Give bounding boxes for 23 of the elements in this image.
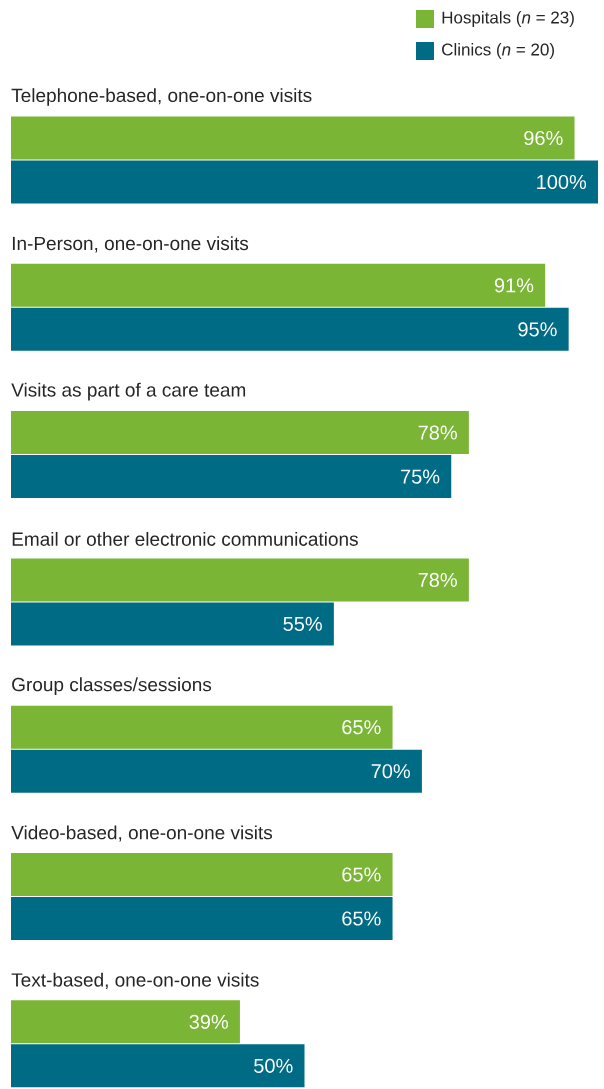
legend-label: Hospitals (n = 23) xyxy=(442,11,574,27)
data-label: 70% xyxy=(371,764,410,779)
data-label: 95% xyxy=(518,322,557,337)
data-label: 75% xyxy=(401,469,440,484)
data-label: 39% xyxy=(189,1014,229,1029)
legend-label: Clinics (n = 20) xyxy=(442,43,554,59)
data-label: 55% xyxy=(283,616,322,631)
y-tick-label: Telephone-based, one-on-one visits xyxy=(11,88,312,106)
y-tick-label: In-Person, one-on-one visits xyxy=(12,236,249,253)
data-label: 91% xyxy=(494,278,534,293)
data-label: 65% xyxy=(342,867,381,882)
data-label: 78% xyxy=(418,425,457,440)
y-tick-label: Text-based, one-on-one visits xyxy=(11,972,259,989)
y-tick-label: Group classes/sessions xyxy=(12,677,212,696)
y-tick-label: Visits as part of a care team xyxy=(11,382,246,401)
data-label: 100% xyxy=(537,174,587,190)
y-tick-label: Email or other electronic communications xyxy=(12,531,358,546)
data-label: 65% xyxy=(342,720,381,735)
data-label: 65% xyxy=(342,911,381,926)
data-label: 78% xyxy=(418,572,457,587)
data-label: 50% xyxy=(254,1058,293,1073)
data-label: 96% xyxy=(524,130,563,146)
y-tick-label: Video-based, one-on-one visits xyxy=(11,825,273,842)
